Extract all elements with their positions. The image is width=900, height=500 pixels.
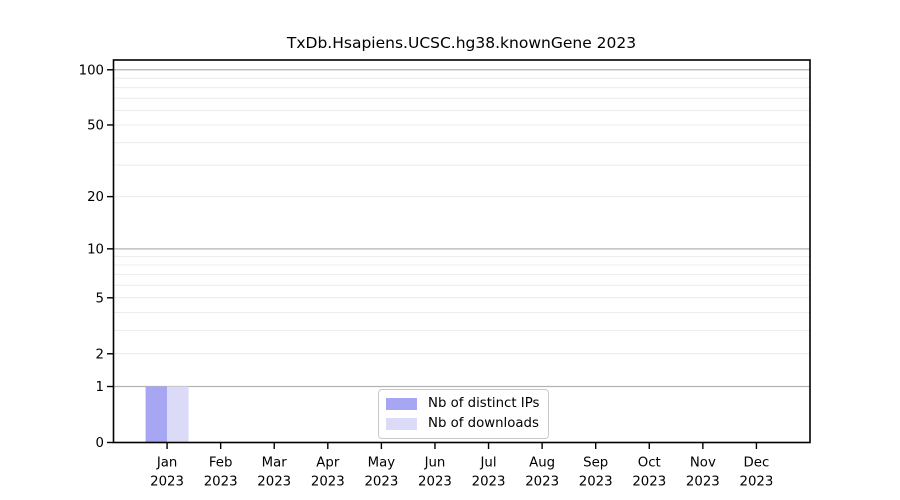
- y-tick-label: 50: [87, 119, 104, 134]
- y-tick-label: 10: [87, 242, 104, 257]
- x-tick-label-year: 2023: [632, 475, 666, 490]
- x-tick-label-year: 2023: [311, 475, 345, 490]
- x-tick-label-year: 2023: [579, 475, 613, 490]
- y-tick-label: 5: [96, 291, 104, 306]
- x-tick-label-month: May: [368, 456, 396, 471]
- y-tick-label: 100: [79, 63, 104, 78]
- x-tick-label-year: 2023: [418, 475, 452, 490]
- x-tick-label-year: 2023: [150, 475, 184, 490]
- legend: Nb of distinct IPs Nb of downloads: [378, 389, 550, 439]
- legend-item-downloads: Nb of downloads: [386, 415, 539, 432]
- y-tick-label: 1: [96, 380, 104, 395]
- x-tick-label-month: Mar: [262, 456, 288, 471]
- x-tick-label-year: 2023: [257, 475, 291, 490]
- legend-swatch-downloads-icon: [386, 417, 417, 430]
- x-tick-label-year: 2023: [364, 475, 398, 490]
- x-tick-label-month: Nov: [690, 456, 716, 471]
- legend-item-distinct-ips: Nb of distinct IPs: [386, 395, 539, 412]
- x-tick-label-month: Sep: [583, 456, 608, 471]
- x-tick-label-year: 2023: [525, 475, 559, 490]
- plot-border: [112, 59, 811, 444]
- x-tick-label-year: 2023: [204, 475, 238, 490]
- legend-swatch-distinct-ips-icon: [386, 397, 417, 410]
- x-tick-label-month: Feb: [209, 456, 233, 471]
- x-tick-label-month: Oct: [638, 456, 661, 471]
- x-tick-label-month: Aug: [529, 456, 555, 471]
- bar-nb-of-distinct-ips-jan-2023: [145, 386, 168, 443]
- x-tick-label-year: 2023: [740, 475, 774, 490]
- x-tick-label-month: Jan: [156, 456, 178, 471]
- legend-label-downloads: Nb of downloads: [428, 416, 539, 431]
- y-tick-label: 20: [87, 190, 104, 205]
- x-tick-label-month: Apr: [316, 456, 340, 471]
- x-tick-label-month: Jul: [480, 456, 497, 471]
- x-tick-label-year: 2023: [472, 475, 506, 490]
- x-tick-label-month: Jun: [424, 456, 446, 471]
- y-tick-label: 0: [96, 436, 104, 451]
- y-tick-label: 2: [96, 347, 104, 362]
- x-tick-label-year: 2023: [686, 475, 720, 490]
- legend-label-distinct-ips: Nb of distinct IPs: [428, 396, 540, 411]
- bar-nb-of-downloads-jan-2023: [167, 386, 189, 443]
- chart-title: TxDb.Hsapiens.UCSC.hg38.knownGene 2023: [286, 34, 637, 52]
- x-tick-label-month: Dec: [744, 456, 770, 471]
